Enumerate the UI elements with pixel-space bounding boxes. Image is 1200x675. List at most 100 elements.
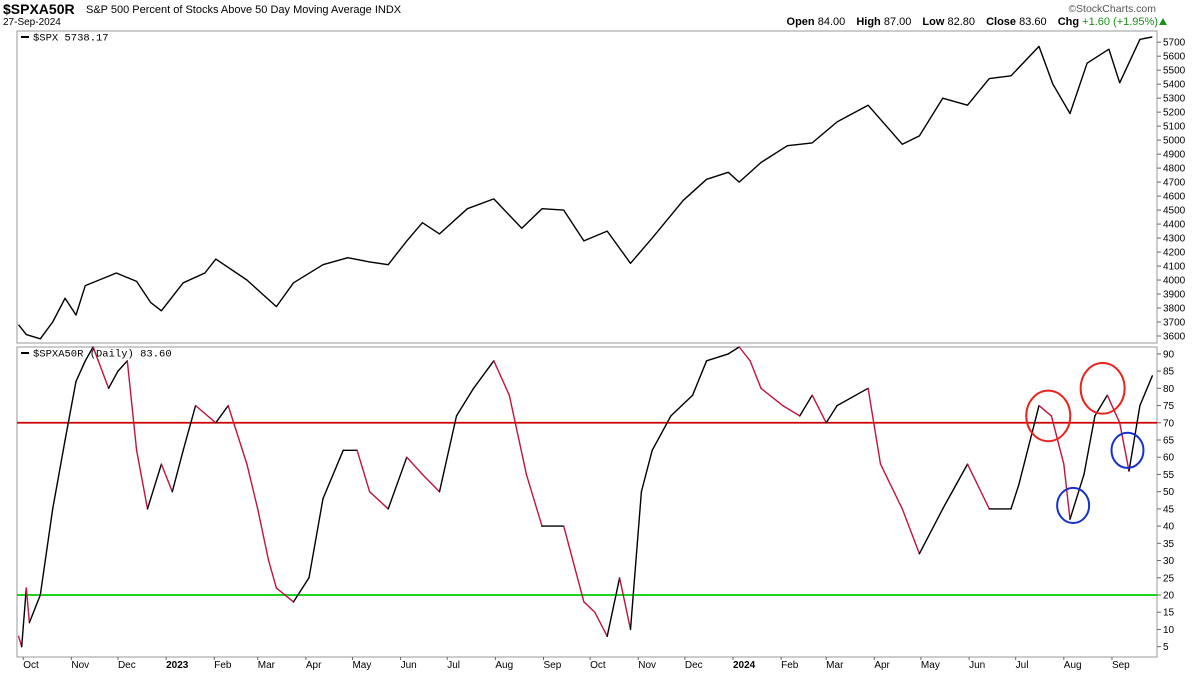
y-tick-label: 80 bbox=[1163, 384, 1175, 395]
x-tick-label: Nov bbox=[71, 660, 89, 671]
symbol-description: S&P 500 Percent of Stocks Above 50 Day M… bbox=[86, 4, 402, 16]
series-segment bbox=[171, 449, 184, 493]
series-segment bbox=[825, 404, 838, 424]
y-tick-label: 65 bbox=[1163, 436, 1175, 447]
series-segment bbox=[1139, 375, 1154, 407]
series-segment bbox=[146, 463, 163, 510]
brand-name: StockCharts.com bbox=[1076, 3, 1156, 15]
x-tick-label: Feb bbox=[781, 660, 799, 671]
x-tick-label: Dec bbox=[118, 660, 136, 671]
y-tick-label: 30 bbox=[1163, 556, 1175, 567]
chg-label: Chg bbox=[1057, 16, 1080, 28]
open-value: 84.00 bbox=[817, 16, 846, 28]
annotation-circle bbox=[1110, 431, 1145, 469]
series-segment bbox=[691, 360, 708, 396]
y-tick-label: 3700 bbox=[1163, 318, 1186, 329]
y-tick-label: 4300 bbox=[1163, 234, 1186, 245]
chart-header: $SPXA50R S&P 500 Percent of Stocks Above… bbox=[0, 0, 1200, 30]
series-segment bbox=[1069, 473, 1085, 520]
x-tick-label: May bbox=[921, 660, 940, 671]
series-segment bbox=[25, 587, 31, 624]
y-tick-label: 15 bbox=[1163, 608, 1175, 619]
y-tick-label: 5200 bbox=[1163, 108, 1186, 119]
series-segment bbox=[1038, 404, 1053, 417]
x-tick-label: Sep bbox=[544, 660, 562, 671]
ohlc-readout: Open 84.00 High 87.00 Low 82.80 Close 83… bbox=[787, 16, 1158, 28]
series-segment bbox=[84, 346, 94, 362]
annotation-circle bbox=[1056, 486, 1091, 525]
y-tick-label: 5100 bbox=[1163, 122, 1186, 133]
y-tick-label: 5300 bbox=[1163, 94, 1186, 105]
series-segment bbox=[727, 346, 740, 355]
series-segment bbox=[618, 577, 632, 631]
symbol-title: $SPXA50R bbox=[3, 1, 75, 17]
close-value: 83.60 bbox=[1019, 16, 1047, 28]
low-label: Low bbox=[922, 16, 945, 28]
series-segment bbox=[92, 346, 110, 389]
chart-date: 27-Sep-2024 bbox=[3, 17, 61, 28]
x-tick-label: Aug bbox=[1064, 660, 1082, 671]
x-tick-label: Oct bbox=[23, 660, 39, 671]
series-segment bbox=[75, 360, 87, 383]
series-segment bbox=[421, 473, 441, 493]
y-tick-label: 3900 bbox=[1163, 290, 1186, 301]
series-segment bbox=[126, 360, 138, 451]
x-tick-label: 2024 bbox=[733, 660, 756, 671]
series-segment bbox=[836, 387, 869, 407]
up-arrow-icon bbox=[1159, 18, 1167, 25]
low-value: 82.80 bbox=[947, 16, 976, 28]
y-tick-label: 5 bbox=[1163, 642, 1169, 653]
y-tick-label: 70 bbox=[1163, 418, 1175, 429]
series-segment bbox=[594, 611, 608, 637]
series-segment bbox=[966, 463, 990, 510]
x-tick-label: Oct bbox=[590, 660, 606, 671]
series-segment bbox=[267, 559, 278, 589]
series-segment bbox=[246, 463, 259, 510]
annotation-circle bbox=[1025, 389, 1072, 443]
series-segment bbox=[493, 360, 510, 396]
y-tick-label: 4200 bbox=[1163, 248, 1186, 259]
series-segment bbox=[455, 387, 475, 417]
y-tick-label: 45 bbox=[1163, 504, 1175, 515]
panel-legend: $SPXA50R (Daily) 83.60 bbox=[21, 349, 172, 361]
series-segment bbox=[640, 449, 653, 493]
series-segment bbox=[1118, 422, 1130, 472]
series-segment bbox=[21, 587, 27, 648]
series-segment bbox=[39, 508, 54, 596]
series-segment bbox=[508, 394, 528, 476]
x-tick-label: Apr bbox=[306, 660, 322, 671]
open-label: Open bbox=[786, 16, 815, 28]
series-segment bbox=[811, 394, 827, 424]
series-segment bbox=[368, 491, 389, 510]
series-segment bbox=[387, 456, 408, 510]
x-tick-label: 2023 bbox=[166, 660, 189, 671]
x-tick-label: May bbox=[352, 660, 371, 671]
panel-legend: $SPX 5738.17 bbox=[21, 33, 109, 45]
series-segment bbox=[942, 463, 969, 510]
y-tick-label: 4100 bbox=[1163, 262, 1186, 273]
series-segment bbox=[606, 577, 621, 637]
series-segment bbox=[107, 370, 119, 389]
y-tick-label: 75 bbox=[1163, 401, 1175, 412]
legend-label: $SPXA50R (Daily) 83.60 bbox=[33, 349, 172, 361]
series-segment bbox=[738, 346, 751, 362]
y-tick-label: 4400 bbox=[1163, 220, 1186, 231]
series-segment bbox=[472, 360, 495, 389]
series-segment bbox=[670, 394, 694, 417]
series-segment bbox=[918, 508, 944, 555]
series-segment bbox=[52, 439, 66, 510]
x-tick-label: Nov bbox=[638, 660, 656, 671]
series-segment bbox=[356, 449, 371, 493]
y-tick-label: 20 bbox=[1163, 591, 1175, 602]
x-tick-label: Jul bbox=[447, 660, 460, 671]
x-tick-label: Feb bbox=[214, 660, 232, 671]
panel-1: 3600 3700 3800 3900 4000 4100 4200 4300 4400 4500… bbox=[16, 30, 1186, 344]
series-segment bbox=[760, 387, 784, 407]
y-tick-label: 4500 bbox=[1163, 206, 1186, 217]
brand-watermark: ©StockCharts.com bbox=[1069, 3, 1156, 15]
y-tick-label: 5400 bbox=[1163, 80, 1186, 91]
series-segment bbox=[117, 360, 129, 372]
x-tick-label: Jun bbox=[969, 660, 985, 671]
chart-panels: 3600 3700 3800 3900 4000 4100 4200 4300 4400 4500… bbox=[16, 30, 1186, 658]
series-segment bbox=[705, 353, 729, 362]
